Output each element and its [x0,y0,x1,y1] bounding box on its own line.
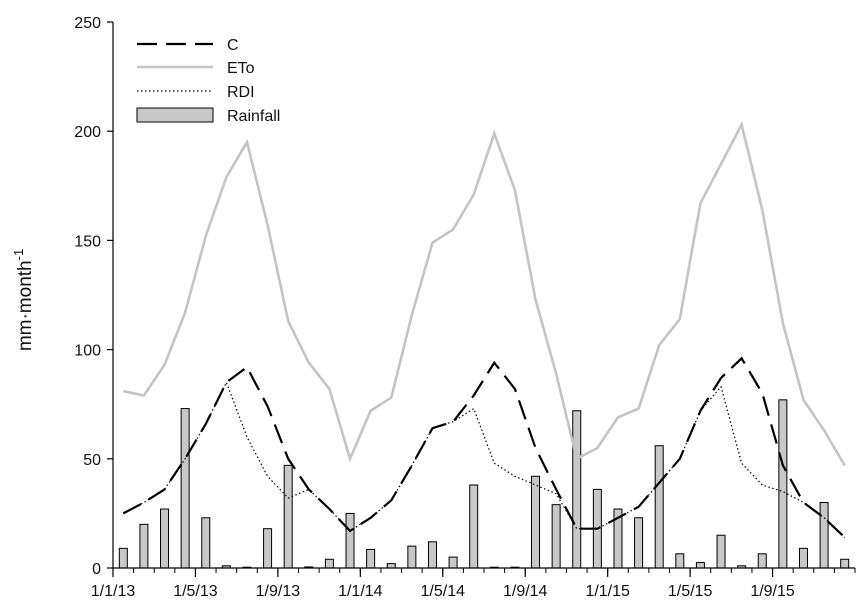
rainfall-bar [840,558,850,569]
x-tick-label: 1/9/15 [750,583,795,600]
rainfall-bar [469,484,479,569]
rainfall-bar [654,445,664,569]
legend-label: C [227,37,239,54]
y-tick-label: 0 [92,561,101,578]
y-tick-label: 50 [83,452,101,469]
rainfall-bar [427,541,437,569]
rainfall-bars [118,399,850,569]
rainfall-bar [324,558,334,569]
rainfall-bar [778,399,788,569]
rainfall-bar [201,517,211,569]
rainfall-bar [139,523,149,569]
y-tick-label: 250 [74,15,101,32]
rainfall-bar [160,508,170,569]
x-tick-label: 1/5/15 [668,583,713,600]
legend: C ETo RDI Rainfall [136,37,280,125]
rainfall-bar [757,553,767,569]
rainfall-bar [675,553,685,569]
rainfall-bar [345,512,355,569]
y-axis-title: mm·month-1 [11,249,36,351]
rainfall-bar [180,408,190,569]
rainfall-bar [716,534,726,569]
rainfall-bar [263,528,273,569]
rainfall-bar [798,547,808,569]
x-tick-label: 1/1/15 [585,583,630,600]
rainfall-bar [386,563,396,569]
legend-label: RDI [227,84,255,101]
rainfall-bar [634,517,644,569]
rdi-line [123,380,846,538]
series-lines [122,120,846,539]
rainfall-bar [366,548,376,569]
rainfall-bar [572,410,582,569]
x-tick-label: 1/9/14 [503,583,548,600]
y-tick-label: 100 [74,343,101,360]
rainfall-bar [819,501,829,569]
rainfall-bar [448,556,458,569]
eto-line [123,120,846,467]
y-tick-label: 150 [74,233,101,250]
axes: 0 50 100 150 200 250 1/1/13 1/5/13 1/9/13 1/1/14 1… [74,15,856,600]
rainfall-bar [551,504,561,569]
legend-swatch-rainfall [136,107,214,123]
x-tick-label: 1/5/14 [421,583,466,600]
c-line [122,356,846,539]
y-tick-label: 200 [74,124,101,141]
rainfall-bar [118,547,128,569]
legend-label: Rainfall [227,108,280,125]
rainfall-bar [531,475,541,569]
x-tick-label: 1/5/13 [173,583,218,600]
rainfall-bar [407,545,417,569]
rainfall-bar [695,562,705,569]
x-tick-label: 1/1/13 [91,583,136,600]
rainfall-bar [283,464,293,569]
x-tick-label: 1/9/13 [256,583,301,600]
legend-label: ETo [227,60,255,77]
x-tick-label: 1/1/14 [338,583,383,600]
